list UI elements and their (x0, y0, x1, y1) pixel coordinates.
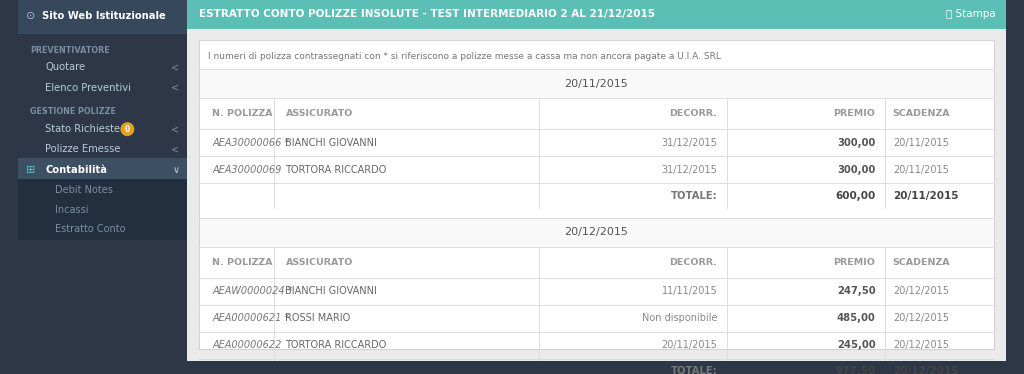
Text: ASSICURATO: ASSICURATO (286, 258, 353, 267)
Text: 20/11/2015: 20/11/2015 (893, 165, 948, 175)
Text: ⊞: ⊞ (27, 165, 36, 175)
Text: ROSSI MARIO: ROSSI MARIO (286, 313, 350, 323)
Text: 20/11/2015: 20/11/2015 (893, 138, 948, 148)
Text: 20/12/2015: 20/12/2015 (893, 313, 949, 323)
FancyBboxPatch shape (187, 0, 1006, 29)
Text: 20/11/2015: 20/11/2015 (893, 191, 958, 201)
Text: AEA00000622: AEA00000622 (212, 340, 282, 350)
Text: 20/12/2015: 20/12/2015 (893, 340, 949, 350)
Text: I numeri di polizza contrassegnati con * si riferiscono a polizze messe a cassa : I numeri di polizza contrassegnati con *… (208, 52, 721, 61)
Text: <: < (171, 62, 179, 73)
Text: TOTALE:: TOTALE: (671, 366, 718, 374)
Text: AEAW0000024 *: AEAW0000024 * (212, 286, 293, 296)
FancyBboxPatch shape (199, 98, 994, 129)
Text: Estratto Conto: Estratto Conto (55, 224, 126, 234)
Text: 247,50: 247,50 (837, 286, 876, 296)
Text: 20/11/2015: 20/11/2015 (662, 340, 718, 350)
Text: GESTIONE POLIZZE: GESTIONE POLIZZE (30, 107, 116, 116)
Text: AEA00000621 *: AEA00000621 * (212, 313, 290, 323)
Text: 0: 0 (125, 125, 130, 134)
Text: TORTORA RICCARDO: TORTORA RICCARDO (286, 165, 387, 175)
Text: 300,00: 300,00 (838, 165, 876, 175)
Text: BIANCHI GIOVANNI: BIANCHI GIOVANNI (286, 138, 377, 148)
Text: 600,00: 600,00 (836, 191, 876, 201)
FancyBboxPatch shape (199, 70, 994, 98)
Text: 245,00: 245,00 (837, 340, 876, 350)
Text: BIANCHI GIOVANNI: BIANCHI GIOVANNI (286, 286, 377, 296)
Text: <: < (171, 83, 179, 93)
Text: 20/11/2015: 20/11/2015 (564, 79, 628, 89)
Text: Incassi: Incassi (55, 205, 88, 215)
Text: Non disponibile: Non disponibile (642, 313, 718, 323)
FancyBboxPatch shape (199, 40, 994, 349)
Text: SCADENZA: SCADENZA (893, 258, 950, 267)
Text: 300,00: 300,00 (838, 138, 876, 148)
Circle shape (121, 123, 134, 135)
FancyBboxPatch shape (18, 158, 187, 181)
Text: Sito Web Istituzionale: Sito Web Istituzionale (42, 11, 165, 21)
Text: Polizze Emesse: Polizze Emesse (45, 144, 121, 154)
Text: ⊙: ⊙ (27, 11, 36, 21)
Text: AEA30000066 *: AEA30000066 * (212, 138, 290, 148)
FancyBboxPatch shape (18, 219, 187, 240)
Text: TORTORA RICCARDO: TORTORA RICCARDO (286, 340, 387, 350)
Text: 20/12/2015: 20/12/2015 (893, 366, 958, 374)
Text: 11/11/2015: 11/11/2015 (662, 286, 718, 296)
Text: DECORR.: DECORR. (670, 258, 718, 267)
Text: 31/12/2015: 31/12/2015 (662, 138, 718, 148)
Text: AEA30000069: AEA30000069 (212, 165, 282, 175)
Text: 20/12/2015: 20/12/2015 (564, 227, 629, 237)
FancyBboxPatch shape (199, 218, 994, 247)
Text: N. POLIZZA: N. POLIZZA (212, 109, 272, 118)
FancyBboxPatch shape (18, 0, 187, 34)
Text: SCADENZA: SCADENZA (893, 109, 950, 118)
FancyBboxPatch shape (18, 179, 187, 200)
FancyBboxPatch shape (199, 247, 994, 278)
Text: 20/12/2015: 20/12/2015 (893, 286, 949, 296)
Text: Stato Richieste: Stato Richieste (45, 124, 121, 134)
Text: Contabilità: Contabilità (45, 165, 108, 175)
Text: 31/12/2015: 31/12/2015 (662, 165, 718, 175)
FancyBboxPatch shape (18, 0, 187, 361)
Text: Elenco Preventivi: Elenco Preventivi (45, 83, 131, 93)
Text: N. POLIZZA: N. POLIZZA (212, 258, 272, 267)
Text: <: < (171, 144, 179, 154)
Text: Quotare: Quotare (45, 62, 86, 73)
Text: PREMIO: PREMIO (834, 258, 876, 267)
Text: TOTALE:: TOTALE: (671, 191, 718, 201)
Text: <: < (171, 124, 179, 134)
Text: PREVENTIVATORE: PREVENTIVATORE (30, 46, 110, 55)
Text: 485,00: 485,00 (837, 313, 876, 323)
Text: PREMIO: PREMIO (834, 109, 876, 118)
FancyBboxPatch shape (187, 0, 1006, 361)
Text: Debit Notes: Debit Notes (55, 185, 113, 195)
Text: DECORR.: DECORR. (670, 109, 718, 118)
FancyBboxPatch shape (18, 200, 187, 221)
Text: ASSICURATO: ASSICURATO (286, 109, 353, 118)
Text: ∨: ∨ (172, 165, 179, 175)
Text: ESTRATTO CONTO POLIZZE INSOLUTE - TEST INTERMEDIARIO 2 AL 21/12/2015: ESTRATTO CONTO POLIZZE INSOLUTE - TEST I… (199, 9, 654, 19)
Text: ⎙ Stampa: ⎙ Stampa (946, 9, 996, 19)
Text: 977,50: 977,50 (835, 366, 876, 374)
